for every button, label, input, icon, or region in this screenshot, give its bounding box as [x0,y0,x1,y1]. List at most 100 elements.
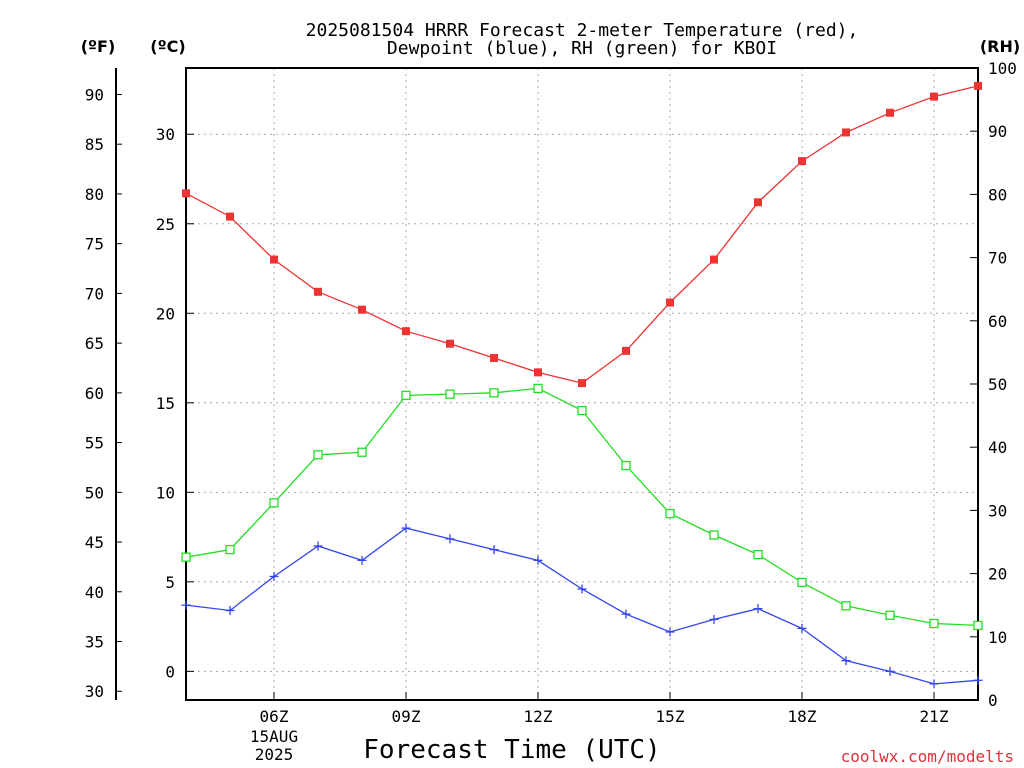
celsius-tick-label: 0 [165,662,175,681]
rh-tick-label: 20 [988,565,1007,584]
dewpoint-point [181,600,191,610]
dewpoint-point [753,604,763,614]
dewpoint-point [841,656,851,666]
rh-point [841,601,851,611]
rh-tick-label: 50 [988,375,1007,394]
chart-title-line-1: 2025081504 HRRR Forecast 2-meter Tempera… [306,20,859,41]
fahrenheit-tick-label: 45 [85,533,104,552]
rh-point [797,577,807,588]
rh-point [357,447,367,457]
fahrenheit-tick-label: 85 [85,135,104,154]
temperature-point [182,189,190,198]
rh-point [489,388,499,398]
fahrenheit-tick-label: 70 [85,284,104,303]
dewpoint-point [401,523,411,533]
dewpoint-point [313,541,323,551]
rh-point [973,620,983,631]
fahrenheit-tick-label: 75 [85,235,104,254]
temperature-point [490,354,498,363]
fahrenheit-tick-label: 40 [85,583,104,602]
rh-point [445,389,455,399]
series [181,81,983,689]
temperature-point [710,255,718,264]
temperature-point [578,379,586,388]
celsius-tick-label: 10 [156,483,175,502]
x-tick-label: 09Z [392,707,421,726]
x-tick-label: 12Z [524,707,553,726]
dewpoint-point [357,555,367,565]
celsius-tick-label: 20 [156,304,175,323]
fahrenheit-tick-label: 80 [85,185,104,204]
rh-point [313,450,323,460]
temperature-point [798,157,806,166]
fahrenheit-tick-label: 90 [85,85,104,104]
rh-point [577,405,587,416]
rh-tick-label: 0 [988,691,998,710]
rh-tick-label: 70 [988,249,1007,268]
date-day-label: 15AUG [250,727,298,746]
temperature-point [226,212,234,221]
dewpoint-point [225,605,235,615]
dewpoint-point [577,584,587,594]
rh-tick-label: 100 [988,59,1017,78]
temperature-point [314,287,322,296]
rh-point [885,610,895,620]
rh-tick-label: 60 [988,312,1007,331]
rh-point [401,390,411,401]
celsius-tick-label: 5 [165,573,175,592]
x-tick-label: 15Z [656,707,685,726]
temperature-point [622,346,630,355]
chart-title-line-2: Dewpoint (blue), RH (green) for KBOI [387,38,777,59]
dewpoint-point [269,571,279,581]
rh-point [621,460,631,471]
x-tick-label: 06Z [260,707,289,726]
fahrenheit-tick-label: 50 [85,483,104,502]
temperature-point [270,255,278,264]
rh-point [269,498,279,508]
dewpoint-point [621,609,631,619]
fahrenheit-tick-label: 55 [85,434,104,453]
dewpoint-point [929,679,939,689]
rh-point [929,618,939,629]
celsius-tick-label: 15 [156,394,175,413]
rh-point [665,508,675,519]
axis-ticks: 06Z 09Z 12Z 15Z 18Z 21Z 0 5 10 15 20 25 30 30 35 40 45 50… [85,59,1017,726]
temperature-point [666,298,674,307]
rh-point [181,552,191,562]
dewpoint-point [973,675,983,685]
rh-point [709,530,719,540]
dewpoint-line [185,527,979,685]
temperature-point [974,81,982,90]
temperature-point [754,198,762,207]
celsius-unit-label: (ºC) [150,37,185,56]
fahrenheit-unit-label: (ºF) [81,37,116,56]
x-tick-label: 21Z [920,707,949,726]
rh-tick-label: 40 [988,438,1007,457]
dewpoint-point [797,623,807,633]
dewpoint-point [533,555,543,565]
rh-tick-label: 10 [988,628,1007,647]
fahrenheit-tick-label: 30 [85,682,104,701]
rh-unit-label: (RH) [980,37,1020,56]
rh-tick-label: 30 [988,501,1007,520]
x-axis-label: Forecast Time (UTC) [363,735,660,765]
temperature-point [446,339,454,348]
fahrenheit-tick-label: 60 [85,384,104,403]
dewpoint-point [489,545,499,555]
temperature-point [842,128,850,137]
temperature-point [358,305,366,314]
dewpoint-point [709,614,719,624]
temperature-point [886,108,894,117]
credit-text: coolwx.com/modelts [841,747,1014,766]
x-tick-label: 18Z [788,707,817,726]
rh-tick-label: 80 [988,185,1007,204]
date-year-label: 2025 [255,745,294,764]
rh-point [225,544,235,555]
temperature-point [402,327,410,336]
rh-tick-label: 90 [988,122,1007,141]
celsius-tick-label: 25 [156,215,175,234]
dewpoint-point [665,627,675,637]
dewpoint-point [445,534,455,544]
celsius-tick-label: 30 [156,125,175,144]
